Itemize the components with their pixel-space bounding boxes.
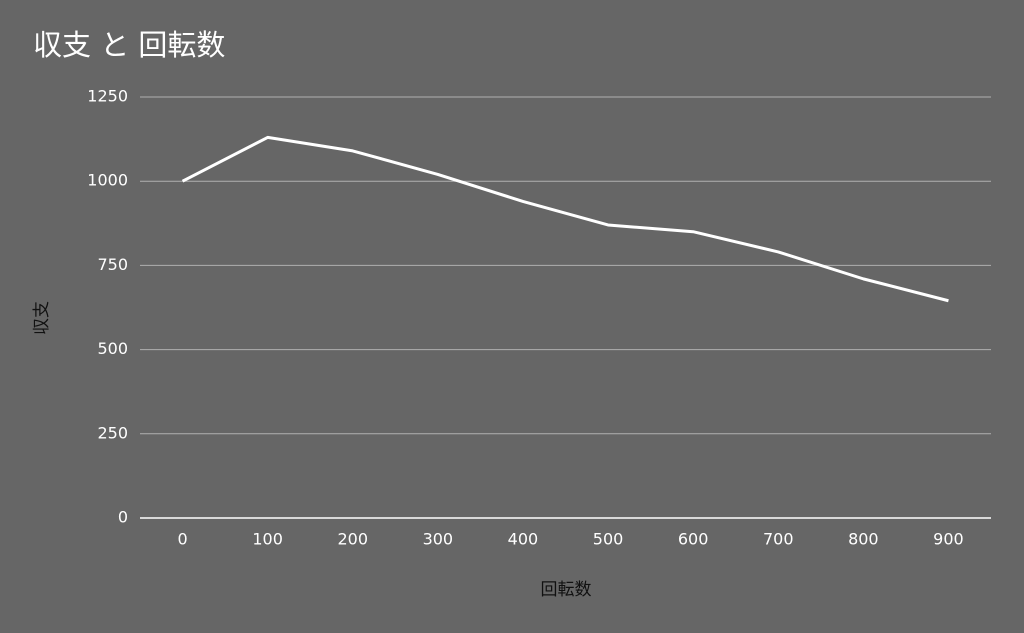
x-tick-label: 300 [423, 530, 454, 549]
x-tick-label: 100 [252, 530, 283, 549]
y-tick-label: 1000 [87, 171, 128, 190]
x-tick-label: 400 [508, 530, 539, 549]
y-tick-label: 500 [97, 339, 128, 358]
chart-title: 収支 と 回転数 [33, 28, 225, 62]
x-tick-label: 700 [763, 530, 794, 549]
x-axis-title: 回転数 [541, 580, 592, 600]
x-tick-label: 800 [848, 530, 879, 549]
x-tick-label: 200 [337, 530, 368, 549]
y-tick-label: 1250 [87, 87, 128, 106]
x-tick-label: 500 [593, 530, 624, 549]
x-tick-label: 0 [177, 530, 187, 549]
x-tick-label: 600 [678, 530, 709, 549]
y-tick-label: 250 [97, 423, 128, 442]
y-tick-label: 750 [97, 255, 128, 274]
x-tick-label: 900 [933, 530, 964, 549]
y-axis-title: 収支 [32, 301, 52, 335]
data-line [181, 135, 949, 303]
y-tick-label: 0 [118, 508, 128, 527]
